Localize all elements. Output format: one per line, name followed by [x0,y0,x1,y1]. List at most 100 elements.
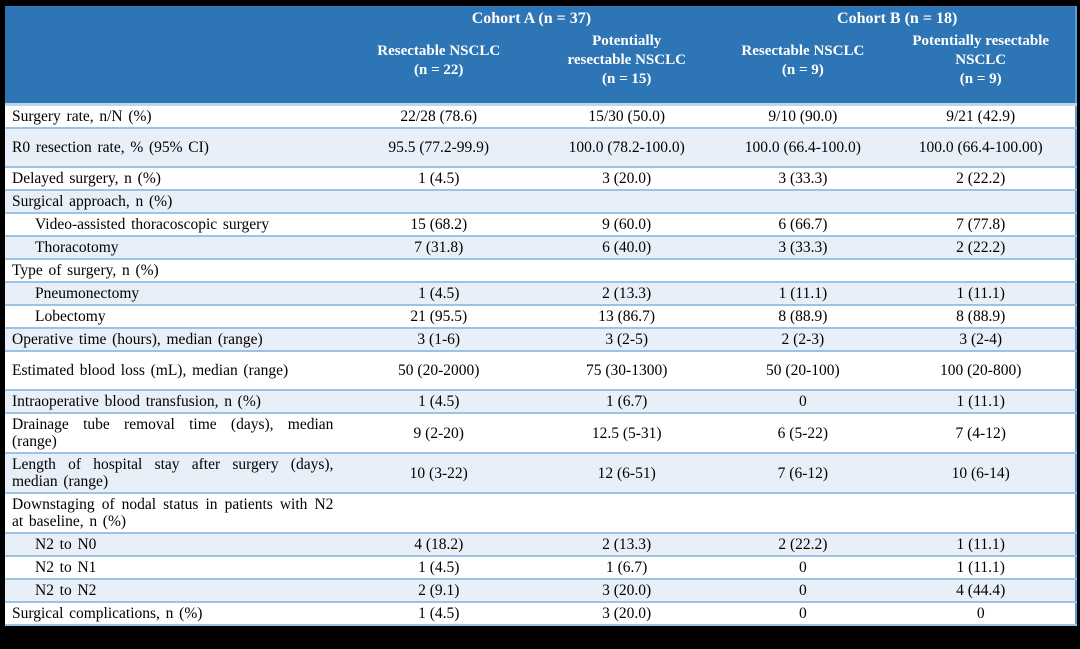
value-cell: 1 (11.1) [886,389,1076,413]
value-cell: 4 (18.2) [343,532,535,556]
value-cell: 2 (22.2) [719,532,887,556]
column-header-resectable-a: Resectable NSCLC (n = 22) [343,28,535,105]
value-cell: 15 (68.2) [343,212,535,236]
value-cell: 100 (20-800) [886,350,1076,390]
value-cell: 2 (22.2) [886,235,1076,259]
value-cell [534,189,720,213]
table-row: Type of surgery, n (%) [5,258,1076,282]
table-row: N2 to N1 1 (4.5) 1 (6.7) 0 1 (11.1) [5,555,1076,579]
value-cell: 8 (88.9) [886,304,1076,328]
value-cell [534,492,720,533]
value-cell: 75 (30-1300) [534,350,720,390]
value-cell: 1 (4.5) [343,389,535,413]
table-row: Delayed surgery, n (%) 1 (4.5) 3 (20.0) 3 (… [5,166,1076,190]
value-cell: 0 [886,601,1076,626]
value-cell: 7 (4-12) [886,412,1076,453]
table-row: Intraoperative blood transfusion, n (%) 1… [5,389,1076,413]
value-cell [534,258,720,282]
value-cell: 1 (11.1) [886,281,1076,305]
value-cell: 3 (20.0) [534,578,720,602]
table-row: Estimated blood loss (mL), median (range… [5,350,1076,390]
value-cell: 1 (4.5) [343,166,535,190]
value-cell [343,189,535,213]
column-header-row: Resectable NSCLC (n = 22) Potentially re… [5,28,1076,105]
value-cell: 1 (6.7) [534,555,720,579]
row-label-cell: Delayed surgery, n (%) [5,166,344,190]
table-row: Lobectomy 21 (95.5) 13 (86.7) 8 (88.9) 8 (88… [5,304,1076,328]
value-cell: 1 (11.1) [719,281,887,305]
value-cell: 9/10 (90.0) [719,103,887,128]
value-cell [886,258,1076,282]
value-cell [343,492,535,533]
row-label-cell: N2 to N0 [5,532,344,556]
value-cell: 9 (60.0) [534,212,720,236]
table-row: Thoracotomy 7 (31.8) 6 (40.0) 3 (33.3) 2 (22… [5,235,1076,259]
value-cell: 7 (31.8) [343,235,535,259]
value-cell: 6 (40.0) [534,235,720,259]
row-label-cell: Drainage tube removal time (days), media… [5,412,344,453]
row-label-cell: N2 to N1 [5,555,344,579]
value-cell: 100.0 (66.4-100.0) [719,127,887,167]
table-row: N2 to N0 4 (18.2) 2 (13.3) 2 (22.2) 1 (11.1) [5,532,1076,556]
row-label-cell: Pneumonectomy [5,281,344,305]
value-cell: 7 (6-12) [719,452,887,493]
value-cell: 0 [719,578,887,602]
row-label-cell: Intraoperative blood transfusion, n (%) [5,389,344,413]
value-cell [343,258,535,282]
value-cell: 21 (95.5) [343,304,535,328]
value-cell: 50 (20-2000) [343,350,535,390]
value-cell: 1 (11.1) [886,555,1076,579]
value-cell: 8 (88.9) [719,304,887,328]
table-row: Surgery rate, n/N (%) 22/28 (78.6) 15/30 (… [5,103,1076,128]
value-cell: 12.5 (5-31) [534,412,720,453]
row-label-cell: Surgical approach, n (%) [5,189,344,213]
value-cell [886,189,1076,213]
value-cell: 15/30 (50.0) [534,103,720,128]
value-cell: 2 (22.2) [886,166,1076,190]
value-cell: 1 (4.5) [343,555,535,579]
value-cell: 6 (5-22) [719,412,887,453]
value-cell: 13 (86.7) [534,304,720,328]
value-cell: 7 (77.8) [886,212,1076,236]
value-cell: 3 (33.3) [719,166,887,190]
row-label-cell: Surgical complications, n (%) [5,601,344,626]
row-label-cell: Lobectomy [5,304,344,328]
value-cell: 1 (11.1) [886,532,1076,556]
value-cell: 3 (20.0) [534,601,720,626]
value-cell: 3 (2-4) [886,327,1076,351]
value-cell [886,492,1076,533]
table-row: Pneumonectomy 1 (4.5) 2 (13.3) 1 (11.1) 1 (1… [5,281,1076,305]
empty-header-cell [5,28,344,105]
value-cell: 1 (4.5) [343,601,535,626]
row-label-cell: Operative time (hours), median (range) [5,327,344,351]
row-label-cell: Length of hospital stay after surgery (d… [5,452,344,493]
row-label-cell: R0 resection rate, % (95% CI) [5,127,344,167]
row-label-cell: Estimated blood loss (mL), median (range… [5,350,344,390]
value-cell [719,189,887,213]
value-cell: 0 [719,555,887,579]
value-cell: 1 (6.7) [534,389,720,413]
value-cell: 2 (13.3) [534,281,720,305]
column-header-potentially-resectable-b: Potentially resectable NSCLC (n = 9) [886,28,1076,105]
value-cell: 2 (9.1) [343,578,535,602]
cohort-a-header: Cohort A (n = 37) [343,6,720,28]
table-row: R0 resection rate, % (95% CI) 95.5 (77.2-… [5,127,1076,167]
table-row: Operative time (hours), median (range) 3 … [5,327,1076,351]
value-cell: 1 (4.5) [343,281,535,305]
table-row: Surgical complications, n (%) 1 (4.5) 3 (2… [5,601,1076,626]
row-label-cell: Type of surgery, n (%) [5,258,344,282]
value-cell: 22/28 (78.6) [343,103,535,128]
cohort-header-row: Cohort A (n = 37) Cohort B (n = 18) [5,6,1076,28]
table-row: N2 to N2 2 (9.1) 3 (20.0) 0 4 (44.4) [5,578,1076,602]
value-cell: 2 (2-3) [719,327,887,351]
value-cell [719,492,887,533]
table-header: Cohort A (n = 37) Cohort B (n = 18) Rese… [5,6,1076,105]
value-cell: 2 (13.3) [534,532,720,556]
row-label-cell: Downstaging of nodal status in patients … [5,492,344,533]
cohort-b-header: Cohort B (n = 18) [719,6,1076,28]
value-cell: 50 (20-100) [719,350,887,390]
row-label-cell: Surgery rate, n/N (%) [5,103,344,128]
value-cell: 3 (33.3) [719,235,887,259]
value-cell: 9 (2-20) [343,412,535,453]
table-row: Video-assisted thoracoscopic surgery 15 (… [5,212,1076,236]
